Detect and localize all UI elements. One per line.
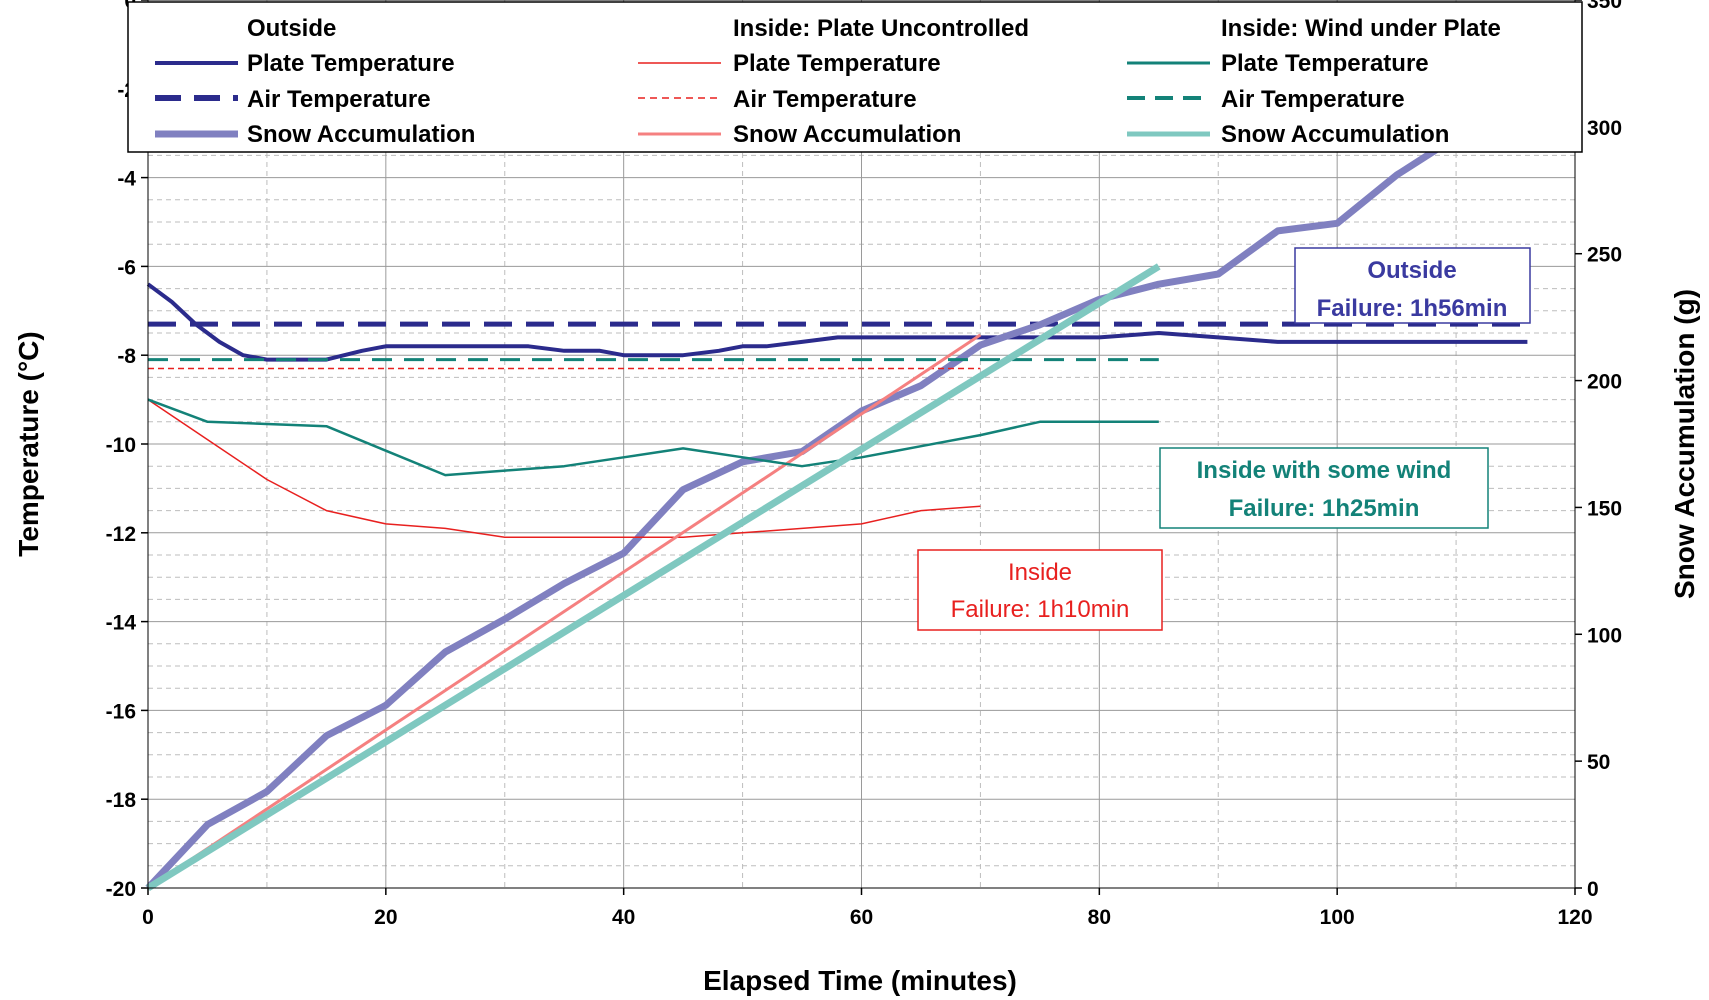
y-tick-label: -12 bbox=[106, 523, 136, 546]
annotation-wind-line1: Inside with some wind bbox=[1197, 457, 1452, 484]
legend-label-outside-air: Air Temperature bbox=[247, 86, 431, 113]
annotation-inside-box bbox=[917, 549, 1163, 631]
series-line-inside-wind-under-plate-plate-temperature bbox=[147, 398, 1159, 477]
y-tick-label: -6 bbox=[117, 256, 136, 279]
y2-tick-label: 0 bbox=[1587, 878, 1599, 901]
series-layer bbox=[145, 134, 1528, 891]
x-tick-label: 0 bbox=[142, 906, 154, 929]
legend-label-wind-snow: Snow Accumulation bbox=[1221, 121, 1449, 148]
annotation-outside-line2: Failure: 1h56min bbox=[1317, 295, 1508, 322]
legend-label-outside-snow: Snow Accumulation bbox=[247, 121, 475, 148]
y2-tick-label: 50 bbox=[1587, 751, 1610, 774]
x-axis-title: Elapsed Time (minutes) bbox=[703, 965, 1017, 996]
annotation-inside-line2: Failure: 1h10min bbox=[951, 596, 1130, 623]
axes: 0 20 40 60 80 100 120-20-18-16-14-12-10-8-6-4-… bbox=[106, 0, 1622, 929]
annotation-inside: Inside Failure: 1h10min bbox=[917, 549, 1163, 631]
legend-label-inside-air: Air Temperature bbox=[733, 86, 917, 113]
annotation-wind-box bbox=[1159, 447, 1489, 529]
y2-axis-title: Snow Accumulation (g) bbox=[1669, 289, 1700, 599]
x-tick-label: 60 bbox=[850, 906, 873, 929]
y-tick-label: -18 bbox=[106, 789, 137, 812]
annotation-wind-line2: Failure: 1h25min bbox=[1229, 495, 1420, 522]
series-line-outside-snow-accumulation bbox=[145, 134, 1458, 891]
y-tick-label: -4 bbox=[117, 168, 136, 191]
y2-tick-label: 300 bbox=[1587, 117, 1622, 140]
series-line-inside-plate-uncontrolled-plate-temperature bbox=[147, 398, 981, 538]
y2-tick-label: 150 bbox=[1587, 497, 1622, 520]
y2-tick-label: 350 bbox=[1587, 0, 1622, 13]
annotation-outside-line1: Outside bbox=[1367, 257, 1456, 284]
legend-label-wind-plate: Plate Temperature bbox=[1221, 50, 1429, 77]
legend: Outside Inside: Plate Uncontrolled Insid… bbox=[127, 1, 1583, 153]
legend-label-inside-snow: Snow Accumulation bbox=[733, 121, 961, 148]
legend-label-inside-plate: Plate Temperature bbox=[733, 50, 941, 77]
x-tick-label: 80 bbox=[1088, 906, 1111, 929]
series-line-inside-plate-uncontrolled-snow-accumulation bbox=[147, 333, 982, 890]
annotation-outside-box bbox=[1294, 247, 1531, 324]
y-tick-label: -16 bbox=[106, 700, 136, 723]
y-tick-label: -14 bbox=[106, 612, 137, 635]
y2-tick-label: 250 bbox=[1587, 244, 1622, 267]
annotation-outside: Outside Failure: 1h56min bbox=[1294, 247, 1531, 324]
legend-group-inside-wind: Inside: Wind under Plate bbox=[1221, 15, 1501, 42]
x-tick-label: 120 bbox=[1557, 906, 1592, 929]
legend-group-inside-uncontrolled: Inside: Plate Uncontrolled bbox=[733, 15, 1029, 42]
x-tick-label: 40 bbox=[612, 906, 635, 929]
y2-tick-label: 200 bbox=[1587, 371, 1622, 394]
y-tick-label: -8 bbox=[117, 345, 136, 368]
x-tick-label: 100 bbox=[1320, 906, 1355, 929]
legend-label-outside-plate: Plate Temperature bbox=[247, 50, 455, 77]
legend-group-outside: Outside bbox=[247, 15, 336, 42]
y-tick-label: -10 bbox=[106, 434, 136, 457]
y-axis-title: Temperature (°C) bbox=[13, 331, 44, 556]
y2-tick-label: 100 bbox=[1587, 624, 1622, 647]
series-line-inside-wind-under-plate-snow-accumulation bbox=[146, 263, 1161, 891]
legend-label-wind-air: Air Temperature bbox=[1221, 86, 1405, 113]
x-tick-label: 20 bbox=[374, 906, 397, 929]
annotation-inside-line1: Inside bbox=[1008, 559, 1072, 586]
legend-box bbox=[127, 1, 1583, 153]
y-tick-label: -20 bbox=[106, 878, 136, 901]
annotation-wind: Inside with some wind Failure: 1h25min bbox=[1159, 447, 1489, 529]
